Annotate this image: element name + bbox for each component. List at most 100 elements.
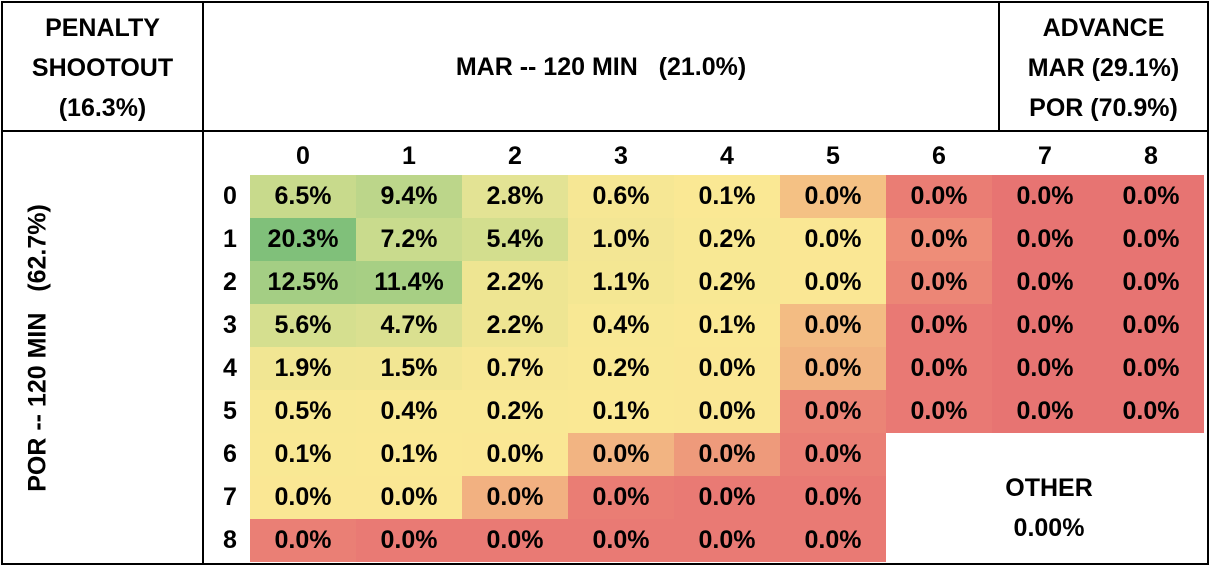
heatmap-cell: 7.2%	[356, 218, 462, 261]
heatmap-cell: 0.0%	[250, 519, 356, 562]
heatmap-cell: 0.0%	[780, 218, 886, 261]
heatmap-cell: 0.0%	[886, 390, 992, 433]
heatmap-cell: 0.0%	[1098, 390, 1204, 433]
advance-line-2: MAR (29.1%)	[1027, 53, 1180, 82]
advance-box: ADVANCE MAR (29.1%) POR (70.9%)	[1000, 5, 1207, 130]
heatmap-cell: 0.0%	[1098, 261, 1204, 304]
other-box: OTHER 0.00%	[890, 454, 1208, 562]
heatmap-cell: 0.0%	[886, 261, 992, 304]
heatmap-cell: 0.0%	[992, 218, 1098, 261]
heatmap-cell: 0.1%	[250, 433, 356, 476]
heatmap-cell: 0.0%	[356, 476, 462, 519]
heatmap-cell: 0.0%	[886, 347, 992, 390]
column-label: 6	[932, 142, 946, 170]
row-label: 3	[223, 311, 237, 339]
column-label: 0	[296, 142, 310, 170]
row-label: 5	[223, 397, 237, 425]
row-label: 8	[223, 526, 237, 554]
heatmap-cell: 0.2%	[462, 390, 568, 433]
heatmap-cell: 2.8%	[462, 175, 568, 218]
column-header-box: MAR -- 120 MIN (21.0%)	[204, 3, 998, 130]
heatmap-cell: 0.0%	[674, 519, 780, 562]
heatmap-cell: 0.0%	[1098, 175, 1204, 218]
heatmap-cell: 0.1%	[674, 175, 780, 218]
heatmap-cell: 11.4%	[356, 261, 462, 304]
heatmap-cell: 9.4%	[356, 175, 462, 218]
heatmap-cell: 0.4%	[568, 304, 674, 347]
row-label: 6	[223, 440, 237, 468]
heatmap-cell: 0.0%	[568, 476, 674, 519]
heatmap-cell: 0.0%	[780, 476, 886, 519]
heatmap-cell: 0.0%	[1098, 347, 1204, 390]
column-label: 1	[402, 142, 416, 170]
heatmap-cell: 0.0%	[462, 433, 568, 476]
heatmap-cell: 0.5%	[250, 390, 356, 433]
heatmap-cell: 2.2%	[462, 261, 568, 304]
heatmap-cell: 2.2%	[462, 304, 568, 347]
penalty-line-2: SHOOTOUT	[31, 53, 174, 82]
heatmap-cell: 0.0%	[992, 347, 1098, 390]
heatmap-cell: 0.0%	[1098, 218, 1204, 261]
heatmap-cell: 0.1%	[568, 390, 674, 433]
heatmap-cell: 0.0%	[250, 476, 356, 519]
heatmap-cell: 0.6%	[568, 175, 674, 218]
penalty-line-1: PENALTY	[45, 13, 160, 42]
heatmap-cell: 0.2%	[568, 347, 674, 390]
heatmap-cell: 0.0%	[674, 347, 780, 390]
column-header: MAR -- 120 MIN (21.0%)	[455, 52, 747, 81]
column-label: 3	[614, 142, 628, 170]
penalty-line-3: (16.3%)	[58, 93, 147, 122]
row-label: 1	[223, 225, 237, 253]
heatmap-cell: 0.4%	[356, 390, 462, 433]
heatmap-cell: 0.0%	[780, 433, 886, 476]
heatmap-cell: 0.0%	[462, 476, 568, 519]
heatmap-cell: 0.0%	[1098, 304, 1204, 347]
heatmap-cell: 0.0%	[356, 519, 462, 562]
column-label: 5	[826, 142, 840, 170]
row-label: 4	[223, 354, 237, 382]
heatmap-cell: 12.5%	[250, 261, 356, 304]
heatmap-cell: 0.0%	[780, 304, 886, 347]
heatmap-cell: 0.0%	[568, 433, 674, 476]
heatmap-cell: 0.0%	[674, 390, 780, 433]
advance-line-1: ADVANCE	[1042, 13, 1165, 42]
divider-right-header	[998, 1, 1000, 132]
other-value: 0.00%	[1013, 514, 1085, 542]
column-label: 7	[1038, 142, 1052, 170]
heatmap-cell: 1.9%	[250, 347, 356, 390]
heatmap-cell: 0.0%	[886, 218, 992, 261]
heatmap-cell: 0.0%	[886, 175, 992, 218]
heatmap-cell: 4.7%	[356, 304, 462, 347]
heatmap-cell: 5.4%	[462, 218, 568, 261]
heatmap-cell: 0.2%	[674, 261, 780, 304]
heatmap-cell: 6.5%	[250, 175, 356, 218]
heatmap-cell: 0.0%	[780, 347, 886, 390]
heatmap-cell: 0.0%	[992, 175, 1098, 218]
heatmap-cell: 0.0%	[674, 476, 780, 519]
penalty-shootout-box: PENALTY SHOOTOUT (16.3%)	[3, 5, 202, 130]
heatmap-cell: 0.1%	[356, 433, 462, 476]
heatmap-cell: 0.0%	[780, 519, 886, 562]
row-label: 0	[223, 182, 237, 210]
heatmap-cell: 1.1%	[568, 261, 674, 304]
heatmap-cell: 5.6%	[250, 304, 356, 347]
row-label: 7	[223, 483, 237, 511]
heatmap-cell: 0.0%	[674, 433, 780, 476]
other-label: OTHER	[1005, 474, 1093, 502]
heatmap-cell: 0.0%	[992, 261, 1098, 304]
row-header: POR -- 120 MIN (62.7%)	[23, 204, 52, 492]
column-label: 8	[1144, 142, 1158, 170]
column-label: 4	[720, 142, 734, 170]
heatmap-cell: 1.0%	[568, 218, 674, 261]
heatmap-cell: 0.7%	[462, 347, 568, 390]
heatmap-cell: 0.0%	[780, 261, 886, 304]
heatmap-cell: 0.0%	[992, 390, 1098, 433]
heatmap-cell: 0.0%	[886, 304, 992, 347]
heatmap-cell: 0.0%	[568, 519, 674, 562]
heatmap-cell: 0.2%	[674, 218, 780, 261]
heatmap-cell: 20.3%	[250, 218, 356, 261]
heatmap-cell: 0.0%	[462, 519, 568, 562]
heatmap-cell: 0.0%	[780, 390, 886, 433]
heatmap-cell: 0.0%	[780, 175, 886, 218]
